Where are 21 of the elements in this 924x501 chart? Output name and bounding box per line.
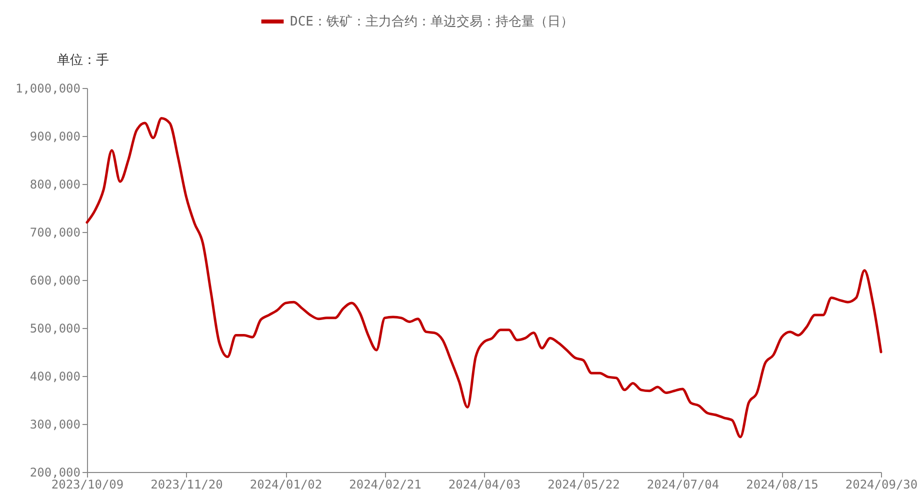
y-tick-label: 300,000 xyxy=(30,418,80,432)
x-tick-label: 2024/01/02 xyxy=(250,478,322,492)
y-tick-label: 800,000 xyxy=(30,178,80,192)
x-tick-label: 2024/02/21 xyxy=(349,478,422,492)
y-tick-label: 400,000 xyxy=(30,370,80,384)
y-tick-label: 900,000 xyxy=(30,130,80,144)
x-tick-label: 2024/08/15 xyxy=(746,478,818,492)
legend-label: DCE：铁矿：主力合约：单边交易：持仓量（日） xyxy=(290,14,574,30)
y-tick-label: 500,000 xyxy=(30,322,80,336)
y-tick-label: 700,000 xyxy=(30,226,80,240)
line-series xyxy=(86,116,882,438)
x-tick-label: 2024/07/04 xyxy=(646,478,720,492)
text: 单位：手 xyxy=(57,53,109,68)
x-tick-label: 2023/10/09 xyxy=(51,478,124,492)
x-tick-label: 2024/05/22 xyxy=(548,478,620,492)
x-tick-label: 2024/09/30 xyxy=(845,478,918,492)
x-tick-label: 2024/04/03 xyxy=(448,478,521,492)
y-tick-label: 200,000 xyxy=(30,466,80,480)
y-tick-label: 1,000,000 xyxy=(15,82,80,96)
x-tick-label: 2023/11/20 xyxy=(150,478,223,492)
y-tick-label: 600,000 xyxy=(30,274,80,288)
